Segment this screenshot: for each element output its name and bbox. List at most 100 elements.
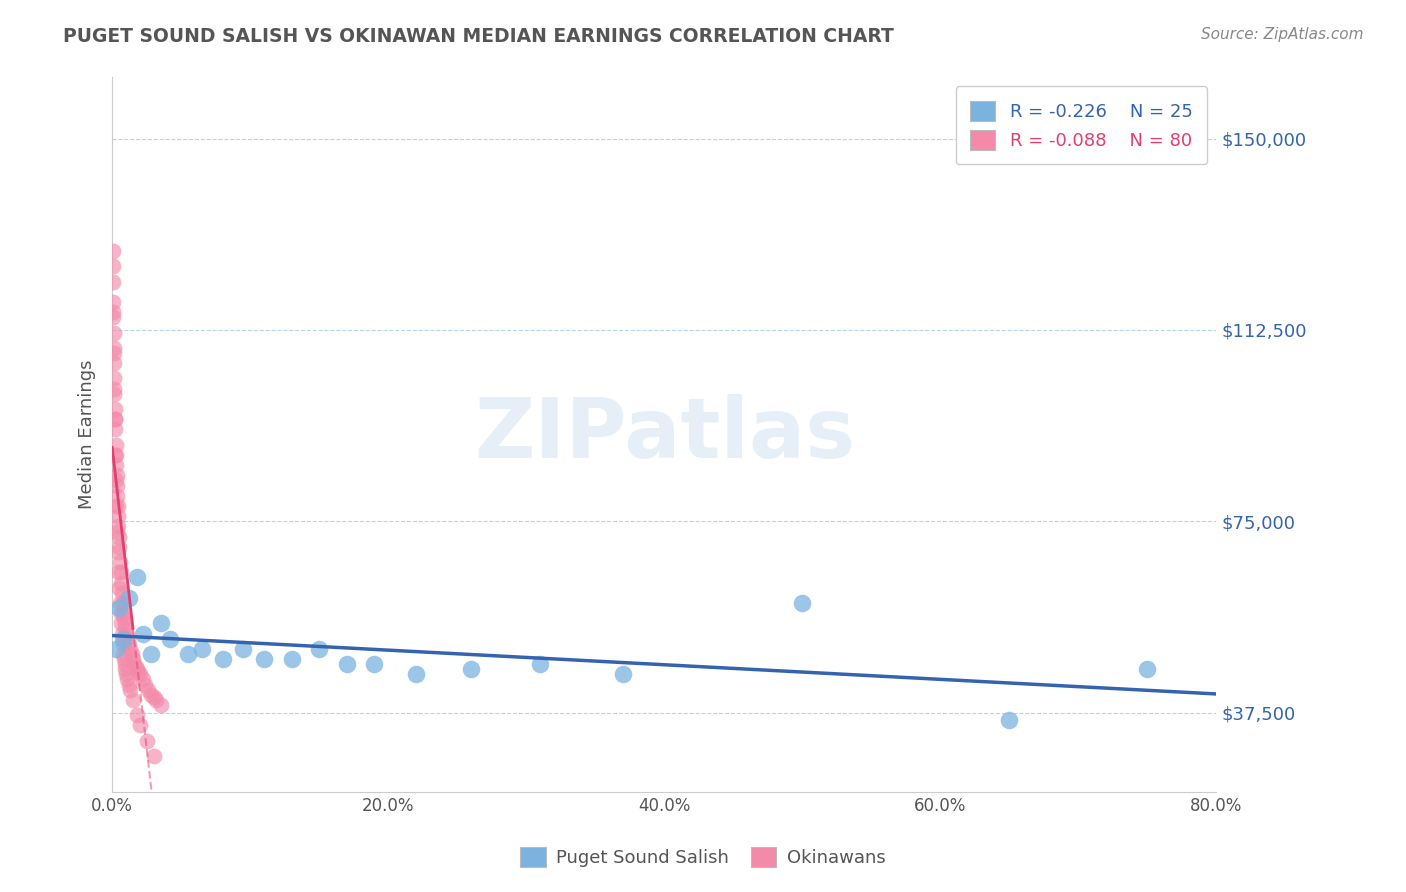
Point [104, 412, 127, 426]
Point [103, 305, 125, 319]
Point [105, 499, 128, 513]
Point [139, 688, 162, 702]
Point [998, 713, 1021, 727]
Point [177, 647, 200, 661]
Point [104, 412, 127, 426]
Point [107, 499, 129, 513]
Point [115, 626, 138, 640]
Point [112, 652, 135, 666]
Point [134, 677, 156, 691]
Point [125, 662, 148, 676]
Legend: Puget Sound Salish, Okinawans: Puget Sound Salish, Okinawans [513, 839, 893, 874]
Point [103, 310, 125, 325]
Point [104, 448, 127, 462]
Point [103, 386, 125, 401]
Point [117, 632, 139, 646]
Point [191, 641, 214, 656]
Point [108, 601, 131, 615]
Point [107, 545, 129, 559]
Point [128, 718, 150, 732]
Text: PUGET SOUND SALISH VS OKINAWAN MEDIAN EARNINGS CORRELATION CHART: PUGET SOUND SALISH VS OKINAWAN MEDIAN EA… [63, 27, 894, 45]
Point [103, 346, 125, 360]
Y-axis label: Median Earnings: Median Earnings [79, 359, 96, 509]
Text: ZIPatlas: ZIPatlas [474, 394, 855, 475]
Point [135, 733, 157, 747]
Point [149, 616, 172, 631]
Point [127, 665, 149, 679]
Point [118, 637, 141, 651]
Point [149, 698, 172, 712]
Point [105, 641, 128, 656]
Point [111, 626, 134, 640]
Point [103, 371, 125, 385]
Point [122, 693, 145, 707]
Point [120, 641, 142, 656]
Point [118, 591, 141, 605]
Point [107, 489, 129, 503]
Point [117, 673, 139, 687]
Point [107, 509, 129, 524]
Point [101, 259, 124, 273]
Point [125, 659, 148, 673]
Point [159, 632, 181, 646]
Point [111, 585, 134, 599]
Point [529, 657, 551, 672]
Point [336, 657, 359, 672]
Point [139, 647, 162, 661]
Point [142, 749, 165, 764]
Point [122, 652, 145, 666]
Point [145, 693, 167, 707]
Point [105, 468, 128, 483]
Point [118, 677, 141, 691]
Point [115, 667, 138, 681]
Point [142, 690, 165, 705]
Point [114, 662, 136, 676]
Point [103, 326, 125, 340]
Point [308, 641, 330, 656]
Point [108, 530, 131, 544]
Point [101, 244, 124, 258]
Point [405, 667, 427, 681]
Point [128, 667, 150, 681]
Point [108, 555, 131, 569]
Legend: R = -0.226    N = 25, R = -0.088    N = 80: R = -0.226 N = 25, R = -0.088 N = 80 [956, 87, 1208, 164]
Point [104, 438, 127, 452]
Point [103, 341, 125, 355]
Point [280, 652, 302, 666]
Point [114, 657, 136, 672]
Point [211, 652, 233, 666]
Point [363, 657, 385, 672]
Point [104, 402, 127, 417]
Point [108, 596, 131, 610]
Point [110, 566, 132, 580]
Point [112, 647, 135, 661]
Point [110, 606, 132, 620]
Point [104, 474, 127, 488]
Point [112, 632, 135, 646]
Point [108, 540, 131, 554]
Point [460, 662, 482, 676]
Text: Source: ZipAtlas.com: Source: ZipAtlas.com [1201, 27, 1364, 42]
Point [131, 626, 153, 640]
Point [121, 647, 143, 661]
Point [792, 596, 814, 610]
Point [125, 570, 148, 584]
Point [110, 575, 132, 590]
Point [114, 622, 136, 636]
Point [112, 606, 135, 620]
Point [103, 294, 125, 309]
Point [124, 657, 146, 672]
Point [125, 708, 148, 723]
Point [1136, 662, 1159, 676]
Point [112, 611, 135, 625]
Point [136, 682, 159, 697]
Point [111, 637, 134, 651]
Point [107, 519, 129, 533]
Point [111, 596, 134, 610]
Point [131, 673, 153, 687]
Point [104, 422, 127, 436]
Point [110, 616, 132, 631]
Point [103, 356, 125, 370]
Point [105, 458, 128, 473]
Point [107, 566, 129, 580]
